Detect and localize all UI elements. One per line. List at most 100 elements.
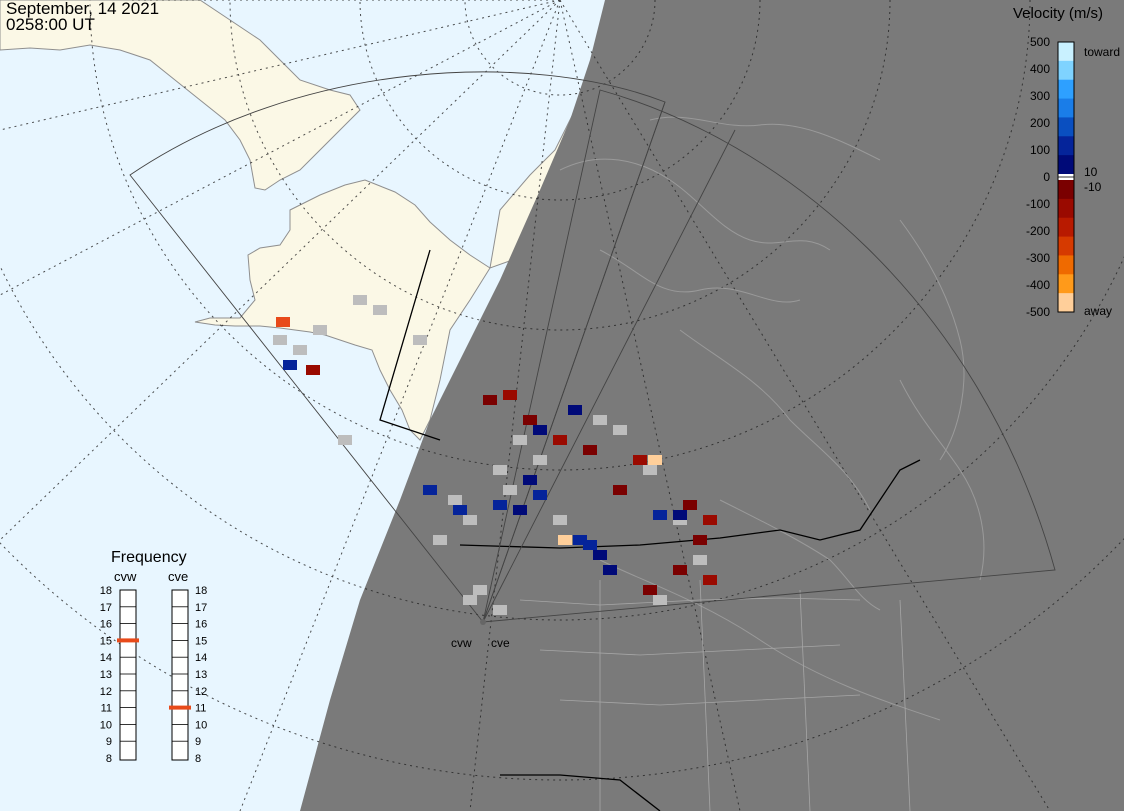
velocity-cell bbox=[553, 435, 567, 445]
velocity-cell bbox=[463, 595, 477, 605]
velocity-cell bbox=[533, 425, 547, 435]
time-title: 0258:00 UT bbox=[6, 15, 95, 34]
velocity-cell bbox=[293, 345, 307, 355]
colorbar-tick-label: -500 bbox=[1026, 305, 1050, 319]
velocity-cell bbox=[513, 505, 527, 515]
near-zero-neg-label: -10 bbox=[1084, 180, 1102, 194]
freq-scale-box-cvw bbox=[119, 589, 137, 761]
freq-scale-label: 12 bbox=[195, 686, 207, 698]
landmass-alaska bbox=[194, 0, 621, 441]
freq-scale-label: 14 bbox=[195, 652, 207, 664]
velocity-cell bbox=[423, 485, 437, 495]
radar-site-marker bbox=[480, 619, 486, 625]
freq-scale-label: 12 bbox=[100, 686, 112, 698]
velocity-cell bbox=[653, 595, 667, 605]
velocity-cell bbox=[633, 455, 647, 465]
velocity-cell bbox=[493, 500, 507, 510]
velocity-cell bbox=[613, 425, 627, 435]
colorbar-swatch-toward bbox=[1058, 117, 1074, 137]
velocity-cell bbox=[453, 505, 467, 515]
freq-scale-label: 11 bbox=[195, 703, 206, 715]
velocity-cell bbox=[493, 465, 507, 475]
colorbar-tick-label: -400 bbox=[1026, 278, 1050, 292]
colorbar-tick-label: -300 bbox=[1026, 251, 1050, 265]
toward-label: toward bbox=[1084, 45, 1121, 59]
country-borders bbox=[379, 249, 921, 811]
colorbar-swatch-away bbox=[1058, 198, 1074, 219]
velocity-cell bbox=[573, 535, 587, 545]
colorbar-swatch-toward bbox=[1058, 98, 1074, 118]
velocity-cell bbox=[503, 485, 517, 495]
freq-scale-box-cve bbox=[171, 589, 189, 761]
velocity-cell bbox=[553, 515, 567, 525]
away-label: away bbox=[1084, 304, 1113, 318]
coastlines bbox=[559, 116, 985, 721]
colorbar-swatch-toward bbox=[1058, 136, 1074, 156]
velocity-cell bbox=[558, 535, 572, 545]
velocity-cell bbox=[523, 415, 537, 425]
velocity-cell bbox=[703, 575, 717, 585]
freq-scale-label: 16 bbox=[195, 619, 207, 631]
freq-marker-cve bbox=[169, 705, 191, 710]
freq-scale-label: 11 bbox=[101, 703, 112, 715]
velocity-cell bbox=[653, 510, 667, 520]
velocity-cell bbox=[276, 317, 290, 327]
freq-scale-label: 8 bbox=[195, 753, 201, 765]
velocity-cell bbox=[603, 565, 617, 575]
velocity-cell bbox=[593, 550, 607, 560]
political-borders bbox=[519, 579, 911, 811]
freq-radar-label-cvw: cvw bbox=[114, 569, 137, 584]
colorbar-zero-line bbox=[1058, 176, 1074, 178]
freq-scale-label: 15 bbox=[195, 635, 207, 647]
colorbar-tick-label: 100 bbox=[1030, 143, 1050, 157]
colorbar-tick-label: -200 bbox=[1026, 224, 1050, 238]
velocity-colorbar: 500 400 300 200 100 0 -100 -200 -300 -400 -500 bbox=[1026, 35, 1075, 319]
velocity-cell bbox=[473, 585, 487, 595]
freq-scale-label: 15 bbox=[100, 635, 112, 647]
freq-marker-cvw bbox=[117, 638, 139, 643]
site-label-cve: cve bbox=[491, 636, 510, 650]
velocity-cell bbox=[533, 490, 547, 500]
velocity-cell bbox=[463, 515, 477, 525]
freq-scale-label: 8 bbox=[106, 753, 112, 765]
freq-scale-label: 14 bbox=[100, 652, 112, 664]
landmass-siberia bbox=[0, 0, 361, 191]
velocity-cell bbox=[593, 415, 607, 425]
velocity-cell bbox=[448, 495, 462, 505]
velocity-cell bbox=[683, 500, 697, 510]
velocity-cell bbox=[513, 435, 527, 445]
colorbar-swatch-toward bbox=[1058, 79, 1074, 100]
colorbar-tick-label: 400 bbox=[1030, 62, 1050, 76]
colorbar-tick-label: 300 bbox=[1030, 89, 1050, 103]
velocity-cell bbox=[273, 335, 287, 345]
velocity-cell bbox=[283, 360, 297, 370]
velocity-cell bbox=[503, 390, 517, 400]
velocity-cell bbox=[568, 405, 582, 415]
velocity-cell bbox=[483, 395, 497, 405]
velocity-cell bbox=[373, 305, 387, 315]
site-label-cvw: cvw bbox=[451, 636, 472, 650]
freq-radar-label-cve: cve bbox=[168, 569, 189, 584]
radar-fov-outline bbox=[129, 71, 1056, 623]
velocity-cell bbox=[693, 535, 707, 545]
freq-scale-label: 10 bbox=[195, 719, 207, 731]
colorbar-tick-label: 200 bbox=[1030, 116, 1050, 130]
velocity-cell bbox=[313, 325, 327, 335]
velocity-cell bbox=[523, 475, 537, 485]
velocity-cell bbox=[693, 555, 707, 565]
date-title: September, 14 2021 bbox=[6, 0, 160, 18]
colorbar-swatch-toward bbox=[1058, 42, 1074, 62]
colorbar-swatch-away bbox=[1058, 180, 1074, 200]
freq-scale-label: 18 bbox=[100, 585, 112, 597]
freq-scale-label: 17 bbox=[195, 602, 207, 614]
freq-scale-label: 18 bbox=[195, 585, 207, 597]
velocity-cell bbox=[673, 510, 687, 520]
colorbar-frame bbox=[1057, 41, 1075, 313]
velocity-legend-title: Velocity (m/s) bbox=[1013, 5, 1104, 22]
near-zero-pos-label: 10 bbox=[1084, 165, 1098, 179]
frequency-scales: 18 17 16 15 14 13 12 11 10 9 8 18 17 16 15 14 13 12 11 10 9 8 bbox=[100, 585, 208, 765]
velocity-cell bbox=[353, 295, 367, 305]
colorbar-swatch-away bbox=[1058, 236, 1074, 256]
freq-scale-label: 13 bbox=[100, 669, 112, 681]
